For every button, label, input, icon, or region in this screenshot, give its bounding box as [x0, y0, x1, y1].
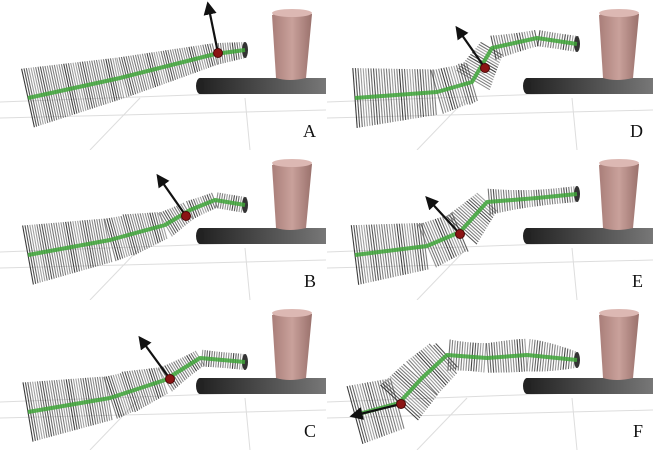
- centerline-c: [27, 356, 246, 414]
- tip-marker-icon: [165, 374, 175, 384]
- panel-d: D: [327, 0, 653, 150]
- panel-label-c: C: [303, 421, 316, 441]
- centerline-b: [27, 198, 246, 257]
- cup-icon: [599, 309, 639, 380]
- panel-e: E: [327, 150, 653, 300]
- tip-marker-icon: [181, 211, 191, 221]
- panel-d-scene: [327, 9, 653, 150]
- cup-icon: [599, 159, 639, 230]
- table-a: [196, 78, 326, 94]
- panel-label-d: D: [630, 121, 643, 141]
- panel-b: B: [0, 150, 326, 300]
- arrow-icon: [425, 196, 461, 235]
- panel-c: C: [0, 300, 326, 450]
- panel-label-f: F: [632, 421, 643, 441]
- table-b: [196, 228, 326, 244]
- ground-grid-e: [327, 239, 653, 300]
- panel-label-e: E: [632, 271, 643, 291]
- panel-label-b: B: [303, 271, 316, 291]
- panel-a-scene: [0, 1, 326, 150]
- panel-label-a: A: [303, 121, 316, 141]
- cup-icon: [599, 9, 639, 81]
- table-c: [196, 378, 326, 394]
- arrow-icon: [138, 335, 171, 380]
- table-d: [523, 78, 653, 94]
- tip-marker-icon: [213, 48, 223, 58]
- panel-e-scene: [327, 159, 653, 300]
- centerline-a: [27, 48, 246, 100]
- cup-icon: [272, 159, 312, 230]
- tip-marker-icon: [396, 399, 406, 409]
- panel-c-scene: [0, 309, 326, 450]
- continuum-robot-c: [22, 349, 247, 442]
- cup-icon: [272, 309, 312, 380]
- ground-grid-f: [327, 389, 653, 450]
- ground-grid-a: [0, 89, 326, 150]
- arrow-icon: [349, 402, 402, 420]
- panel-a: A: [0, 0, 326, 150]
- arrow-icon: [455, 25, 486, 69]
- panel-f: F: [327, 300, 653, 450]
- panel-b-scene: [0, 159, 326, 300]
- cup-icon: [272, 9, 312, 81]
- panel-f-scene: [327, 309, 653, 450]
- arrow-icon: [203, 1, 220, 54]
- arrow-icon: [156, 173, 187, 217]
- tip-marker-icon: [455, 229, 465, 239]
- tip-marker-icon: [480, 63, 490, 73]
- centerline-e: [354, 192, 578, 257]
- table-e: [523, 228, 653, 244]
- table-f: [523, 378, 653, 394]
